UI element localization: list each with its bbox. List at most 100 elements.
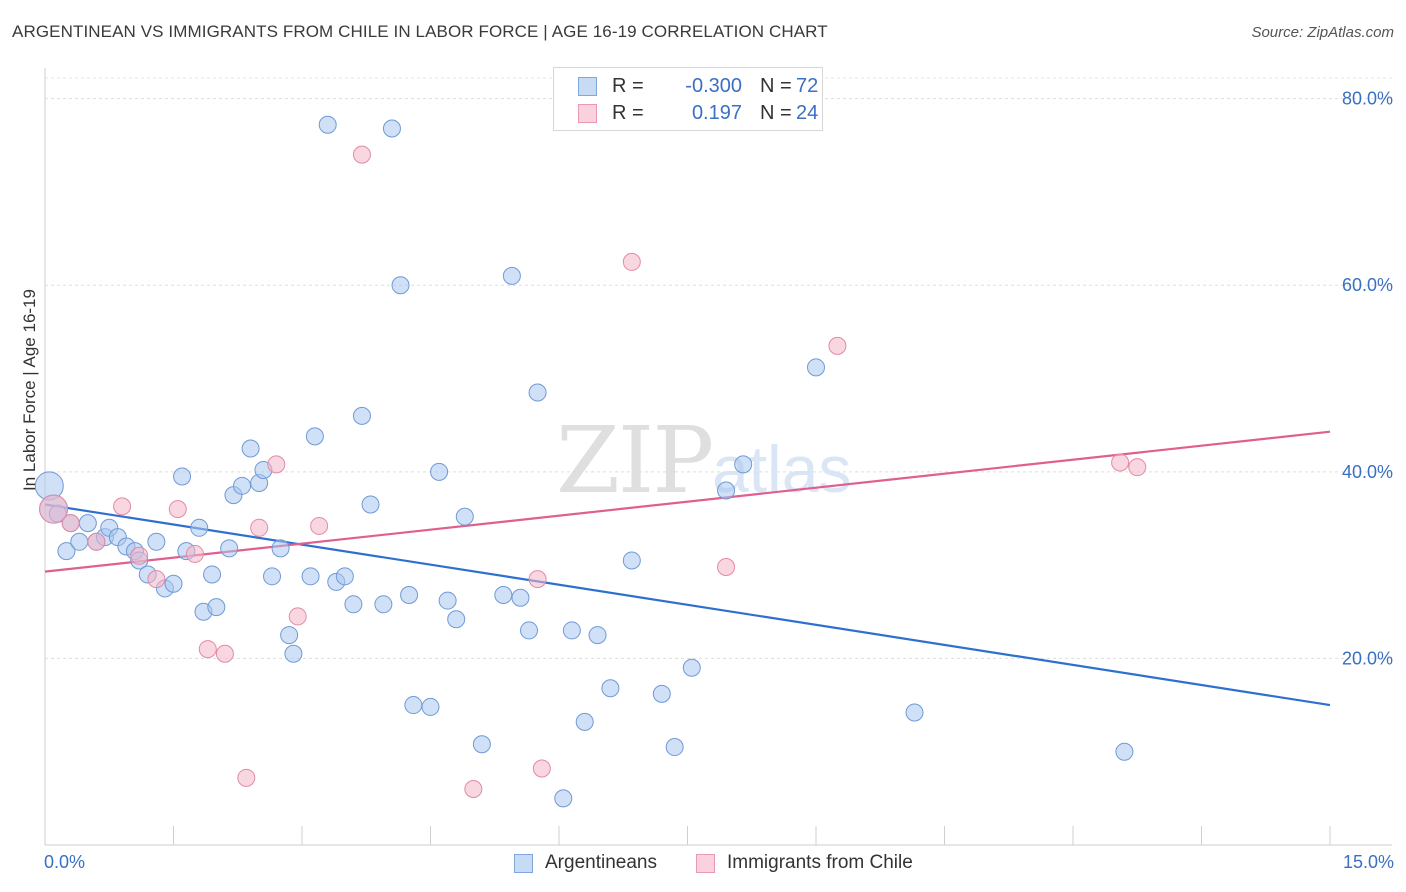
y-axis-label: In Labor Force | Age 16-19 [20, 289, 39, 491]
data-point [717, 481, 736, 500]
data-point [430, 462, 449, 481]
data-point [78, 514, 97, 533]
data-point [168, 500, 187, 519]
y-tick-label: 20.0% [1342, 648, 1393, 668]
bottom-legend-chile[interactable]: Immigrants from Chile [696, 851, 936, 877]
data-point [130, 546, 149, 565]
data-point [113, 497, 132, 516]
y-tick-label: 80.0% [1342, 89, 1393, 109]
data-point [185, 544, 204, 563]
data-point [61, 514, 80, 533]
x-tick-label-min: 0.0% [44, 852, 86, 872]
data-point [335, 567, 354, 586]
data-point [280, 626, 299, 645]
data-point [438, 591, 457, 610]
legend-row-argentineans: R = -0.300 N = 72 [578, 73, 818, 101]
legend-r-label: R = [612, 75, 644, 97]
axes [44, 68, 1392, 846]
correlation-legend: R = -0.300 N = 72 R = 0.197 N = 24 [553, 67, 823, 131]
data-point [562, 621, 581, 640]
bottom-legend-argentineans[interactable]: Argentineans [514, 851, 684, 877]
legend-n-value: 72 [796, 75, 819, 97]
legend-r-value: 0.197 [691, 102, 742, 124]
data-point [421, 697, 440, 716]
data-point [203, 565, 222, 584]
data-point [472, 735, 491, 754]
data-point [70, 532, 89, 551]
data-point [734, 455, 753, 474]
chart-title: ARGENTINEAN VS IMMIGRANTS FROM CHILE IN … [12, 22, 828, 41]
data-point [455, 507, 474, 526]
legend-r-value: -0.300 [685, 75, 742, 97]
data-point [301, 567, 320, 586]
data-points [34, 115, 1147, 808]
data-point [57, 542, 76, 561]
data-point [652, 684, 671, 703]
data-point [1115, 742, 1134, 761]
data-point [528, 570, 547, 589]
data-point [233, 476, 252, 495]
data-point [682, 658, 701, 677]
legend-swatch-chile [578, 104, 597, 123]
data-point [147, 532, 166, 551]
data-point [87, 532, 106, 551]
bottom-legend-swatch-chile [696, 854, 715, 873]
data-point [344, 595, 363, 614]
data-point [361, 495, 380, 514]
data-point [310, 516, 329, 535]
data-point [717, 557, 736, 576]
y-tick-label: 60.0% [1342, 275, 1393, 295]
data-point [39, 494, 69, 524]
watermark-zip: ZIP [556, 407, 712, 514]
data-point [284, 644, 303, 663]
data-point [532, 759, 551, 778]
watermark: ZIP atlas [556, 407, 851, 514]
data-point [241, 439, 260, 458]
data-point [352, 406, 371, 425]
data-point [554, 789, 573, 808]
bottom-legend-label: Argentineans [545, 852, 657, 873]
legend-n-label: N = [760, 102, 792, 124]
y-axis-label-wrap: In Labor Force | Age 16-19 [18, 190, 42, 590]
data-point [220, 539, 239, 558]
data-point [494, 585, 513, 604]
x-tick-label-max: 15.0% [1342, 852, 1394, 872]
trend-line [44, 503, 1331, 707]
data-point [502, 266, 521, 285]
source-credit: Source: ZipAtlas.com [1251, 24, 1394, 41]
data-point [400, 585, 419, 604]
data-point [173, 467, 192, 486]
data-point [267, 455, 286, 474]
legend-n-label: N = [760, 75, 792, 97]
data-point [905, 703, 924, 722]
data-point [665, 738, 684, 757]
bottom-legend-label: Immigrants from Chile [727, 852, 913, 873]
data-point [404, 696, 423, 715]
y-tick-labels: 20.0% 40.0% 60.0% 80.0% [1342, 89, 1393, 669]
data-point [622, 252, 641, 271]
data-point [464, 780, 483, 799]
data-point [352, 145, 371, 164]
y-tick-label: 40.0% [1342, 462, 1393, 482]
data-point [318, 115, 337, 134]
data-point [1111, 453, 1130, 472]
data-point [601, 679, 620, 698]
data-point [207, 598, 226, 617]
data-point [391, 276, 410, 295]
data-point [288, 607, 307, 626]
data-point [1128, 458, 1147, 477]
data-point [305, 427, 324, 446]
data-point [237, 768, 256, 787]
legend-row-chile: R = 0.197 N = 24 [578, 100, 818, 128]
legend-swatch-argentineans [578, 77, 597, 96]
data-point [215, 644, 234, 663]
data-point [588, 626, 607, 645]
data-point [190, 518, 209, 537]
data-point [250, 518, 269, 537]
data-point [271, 539, 290, 558]
bottom-legend-swatch-argentineans [514, 854, 533, 873]
data-point [147, 570, 166, 589]
data-point [828, 336, 847, 355]
watermark-atlas: atlas [712, 432, 851, 506]
